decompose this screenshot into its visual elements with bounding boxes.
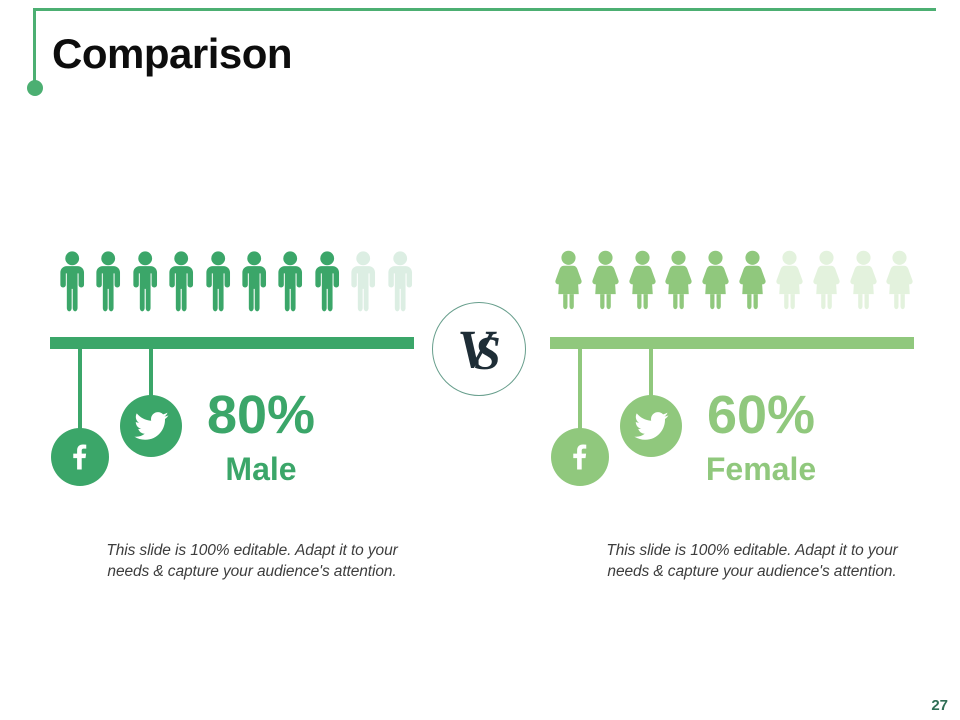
female-person-icon — [555, 250, 582, 310]
facebook-glyph — [73, 444, 87, 470]
male-person-icon — [60, 251, 85, 312]
twitter-glyph — [134, 412, 169, 440]
female-bar — [550, 337, 914, 349]
female-caption-line2: needs & capture your audience's attentio… — [607, 562, 897, 580]
slide-title: Comparison — [52, 30, 293, 77]
male-person-icon — [96, 251, 121, 312]
female-person-icon — [665, 250, 693, 310]
female-person-icon — [702, 250, 729, 310]
page-number: 27 — [931, 697, 948, 714]
male-twitter-hanger-line — [149, 349, 153, 396]
female-facebook-hanger-line — [578, 349, 582, 429]
female-person-icon — [592, 250, 619, 310]
male-percent-value: 80% — [206, 385, 316, 445]
header-accent-vertical-line — [33, 8, 36, 86]
twitter-glyph — [634, 412, 669, 440]
male-panel: 80% Male — [50, 250, 414, 500]
male-bar — [50, 337, 414, 349]
female-percent-value: 60% — [706, 385, 816, 445]
female-person-icon — [739, 250, 766, 310]
facebook-icon — [551, 428, 609, 486]
male-label: Male — [225, 451, 297, 487]
female-person-icon — [886, 250, 913, 310]
male-person-icon — [205, 251, 230, 312]
male-person-icon — [315, 251, 339, 312]
female-caption: This slide is 100% editable. Adapt it to… — [557, 541, 947, 583]
male-caption-line1: This slide is 100% editable. Adapt it to… — [106, 542, 398, 559]
male-person-icon — [387, 251, 412, 312]
female-person-icon — [628, 250, 656, 310]
twitter-icon — [620, 395, 682, 457]
female-person-icon — [849, 250, 877, 310]
vs-badge: V S — [432, 302, 526, 396]
female-twitter-hanger-line — [649, 349, 653, 396]
female-caption-line1: This slide is 100% editable. Adapt it to… — [606, 542, 898, 559]
female-panel: 60% Female — [550, 250, 914, 500]
twitter-icon — [120, 395, 182, 457]
male-person-icon — [169, 251, 194, 312]
male-person-icon — [242, 251, 266, 312]
male-facebook-hanger-line — [78, 349, 82, 429]
male-caption: This slide is 100% editable. Adapt it to… — [57, 541, 447, 583]
vs-letter-s: S — [474, 327, 501, 380]
female-person-icon — [776, 250, 803, 310]
male-person-icon — [351, 251, 376, 312]
facebook-icon — [51, 428, 109, 486]
female-person-icon — [813, 250, 840, 310]
male-person-icon — [133, 251, 157, 312]
female-icon-row — [548, 250, 916, 314]
male-icon-row — [54, 250, 418, 314]
header-accent-dot — [27, 80, 43, 96]
facebook-glyph — [573, 444, 587, 470]
header-accent-line — [33, 8, 936, 11]
male-caption-line2: needs & capture your audience's attentio… — [107, 562, 397, 580]
male-person-icon — [278, 251, 303, 312]
vs-letter-v: V — [457, 319, 494, 379]
female-label: Female — [705, 451, 817, 487]
